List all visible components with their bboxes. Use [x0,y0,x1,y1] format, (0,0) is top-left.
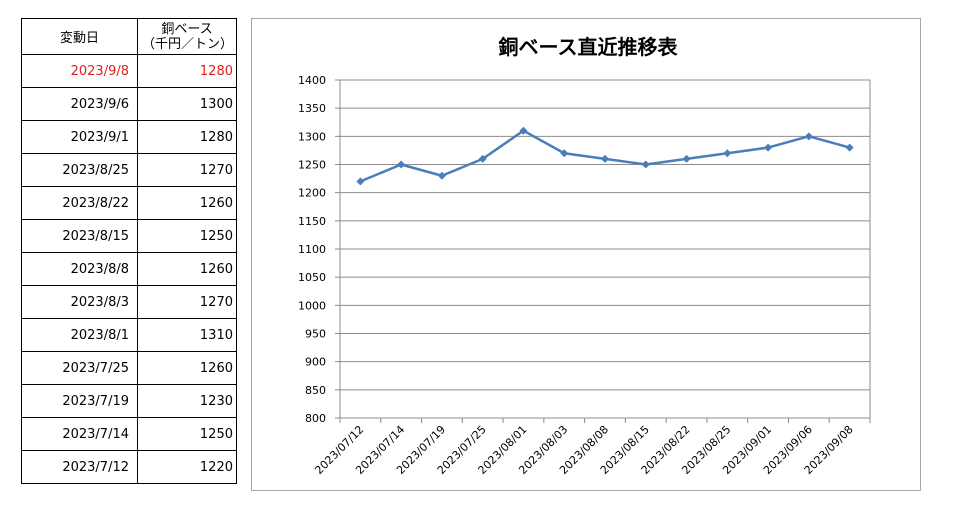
table-row: 2023/8/25 1270 [21,153,237,187]
data-point-marker [641,160,650,169]
y-tick-label: 900 [305,356,326,369]
data-point-marker [845,143,854,152]
y-tick-label: 850 [305,384,326,397]
row-date: 2023/7/12 [21,450,138,484]
row-date: 2023/8/25 [21,153,138,187]
row-date: 2023/8/8 [21,252,138,286]
header-value-line1: 銅ベース [161,21,213,37]
row-value: 1300 [137,87,237,121]
row-value: 1280 [137,54,237,88]
data-point-marker [560,149,569,158]
data-point-marker [682,154,691,163]
row-value: 1270 [137,285,237,319]
table-row: 2023/9/1 1280 [21,120,237,154]
table-row: 2023/8/15 1250 [21,219,237,253]
row-value: 1220 [137,450,237,484]
data-point-marker [397,160,406,169]
line-chart: 銅ベース直近推移表 800 850 900 950 1000 1050 1100 1150 12… [298,35,871,477]
data-point-marker [804,132,813,141]
y-tick-label: 1100 [298,243,326,256]
row-value: 1250 [137,219,237,253]
series-group [356,126,854,186]
row-value: 1260 [137,351,237,385]
y-tick-label: 1000 [298,299,326,312]
row-date: 2023/7/25 [21,351,138,385]
table-row: 2023/7/19 1230 [21,384,237,418]
row-date: 2023/9/6 [21,87,138,121]
row-date: 2023/9/8 [21,54,138,88]
y-tick-label: 1200 [298,187,326,200]
row-value: 1250 [137,417,237,451]
data-point-marker [764,143,773,152]
chart-title: 銅ベース直近推移表 [499,35,679,59]
data-point-marker [356,177,365,186]
y-tick-label: 800 [305,412,326,425]
copper-price-table: 変動日 銅ベース （千円／トン） 2023/9/8 1280 2023/9/6 130… [21,18,237,484]
row-date: 2023/8/15 [21,219,138,253]
y-axis-ticks: 800 850 900 950 1000 1050 1100 1150 1200 1250 1300… [298,74,340,425]
header-date: 変動日 [21,18,138,55]
row-value: 1230 [137,384,237,418]
table-row: 2023/9/6 1300 [21,87,237,121]
gridlines [340,79,870,419]
header-value: 銅ベース （千円／トン） [137,18,237,55]
data-point-marker [478,154,487,163]
y-tick-label: 1350 [298,102,326,115]
row-value: 1310 [137,318,237,352]
data-point-marker [723,149,732,158]
y-tick-label: 1400 [298,74,326,87]
chart-area: 銅ベース直近推移表 800 850 900 950 1000 1050 1100 1150 12… [251,18,921,491]
y-tick-label: 1050 [298,271,326,284]
table-row: 2023/7/12 1220 [21,450,237,484]
table-body: 変動日 銅ベース （千円／トン） 2023/9/8 1280 2023/9/6 130… [21,18,237,484]
data-point-marker [601,154,609,163]
table-row: 2023/8/1 1310 [21,318,237,352]
table-row: 2023/8/8 1260 [21,252,237,286]
row-value: 1260 [137,252,237,286]
x-axis-ticks: 2023/07/122023/07/142023/07/192023/07/25… [312,418,871,477]
table-row: 2023/7/14 1250 [21,417,237,451]
row-value: 1260 [137,186,237,220]
table-row: 2023/7/25 1260 [21,351,237,385]
row-date: 2023/7/19 [21,384,138,418]
row-date: 2023/8/3 [21,285,138,319]
table-row: 2023/8/3 1270 [21,285,237,319]
row-value: 1280 [137,120,237,154]
y-tick-label: 1150 [298,215,326,228]
data-point-marker [437,171,446,180]
row-value: 1270 [137,153,237,187]
row-date: 2023/7/14 [21,417,138,451]
y-tick-label: 1300 [298,130,326,143]
y-tick-label: 950 [305,328,326,341]
row-date: 2023/9/1 [21,120,138,154]
row-date: 2023/8/22 [21,186,138,220]
y-tick-label: 1250 [298,159,326,172]
table-row: 2023/8/22 1260 [21,186,237,220]
header-value-line2: （千円／トン） [142,36,234,52]
row-date: 2023/8/1 [21,318,138,352]
table-row: 2023/9/8 1280 [21,54,237,88]
data-point-marker [519,126,528,135]
table-header-row: 変動日 銅ベース （千円／トン） [21,18,237,55]
